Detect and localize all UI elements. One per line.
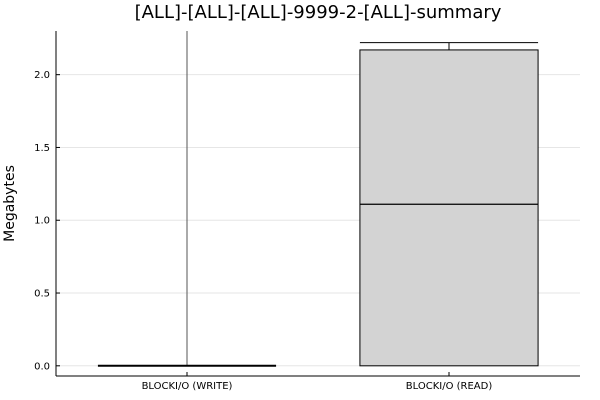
axes [55, 31, 580, 377]
y-ticks: 0.0 0.5 1.0 1.5 2.0 [34, 70, 60, 372]
box-read [359, 42, 539, 367]
x-ticks: BLOCKI/O (WRITE) BLOCKI/O (READ) [142, 372, 493, 392]
box-body [359, 49, 539, 367]
x-tick-label: BLOCKI/O (WRITE) [142, 381, 233, 392]
chart-title: [ALL]-[ALL]-[ALL]-9999-2-[ALL]-summary [135, 2, 502, 23]
boxes [97, 31, 539, 367]
x-tick-label: BLOCKI/O (READ) [406, 381, 493, 392]
y-tick-label: 1.5 [34, 143, 50, 154]
box-write [97, 31, 277, 367]
y-axis-label: Megabytes [2, 165, 18, 242]
y-tick-label: 1.0 [34, 216, 50, 227]
y-tick-label: 2.0 [34, 70, 50, 81]
y-tick-label: 0.5 [34, 289, 50, 300]
y-tick-label: 0.0 [34, 361, 50, 372]
